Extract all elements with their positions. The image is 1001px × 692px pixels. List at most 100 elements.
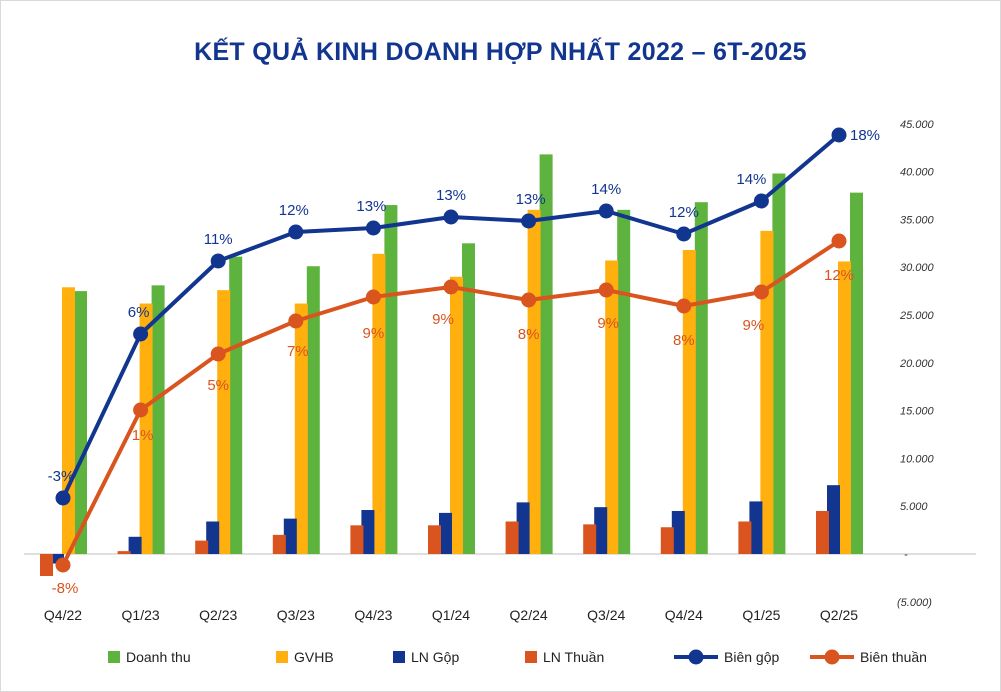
y-tick-label: 10.000 [900,453,935,465]
bar-gvhb [760,230,774,554]
data-label-bien-thuan: -8% [52,580,79,597]
y-tick-label: 5.000 [900,501,928,513]
data-label-bien-thuan: 7% [287,343,309,360]
x-tick-label: Q4/22 [44,607,82,623]
bar-ln-thuần [583,524,597,554]
legend-marker [824,649,840,665]
bar-ln-gộp [827,485,840,554]
data-label-bien-thuan: 9% [432,311,454,328]
marker-bien-gop [443,209,459,225]
bar-ln-thuần [738,521,752,554]
legend-swatch [108,651,120,663]
x-tick-label: Q2/23 [199,607,237,623]
x-tick-label: Q3/23 [277,607,315,623]
data-label-bien-thuan: 9% [597,315,619,332]
legend-swatch [525,651,537,663]
y-tick-label: - [904,549,908,561]
bar-ln-thuần [660,527,674,554]
bar-ln-gộp [516,502,530,554]
data-label-bien-gop: -3% [48,468,75,485]
x-tick-label: Q2/24 [510,607,548,623]
marker-bien-gop [521,213,537,229]
bar-doanh-thu [462,243,475,555]
marker-bien-thuan [365,289,381,305]
marker-bien-gop [133,326,149,342]
data-label-bien-gop: 14% [591,181,621,198]
y-tick-label: 20.000 [899,358,935,370]
bar-doanh-thu [772,173,786,554]
bar-ln-thuần [40,554,53,576]
x-tick-label: Q1/25 [742,607,780,623]
marker-bien-gop [55,490,71,506]
x-tick-label: Q3/24 [587,607,625,623]
marker-bien-gop [210,253,226,269]
data-label-bien-thuan: 12% [824,267,854,284]
bar-ln-gộp [51,554,64,564]
marker-bien-gop [598,203,614,219]
bar-ln-thuần [272,534,286,554]
marker-bien-thuan [831,233,847,249]
marker-bien-thuan [288,313,304,329]
x-tick-label: Q4/24 [665,607,703,623]
bar-gvhb [294,303,308,554]
data-label-bien-thuan: 8% [518,326,540,343]
bar-doanh-thu [850,192,863,554]
marker-bien-thuan [133,402,149,418]
bar-ln-gộp [283,518,297,554]
data-label-bien-thuan: 5% [207,377,229,394]
bar-doanh-thu [229,256,243,554]
bar-ln-thuần [816,510,829,554]
y-tick-label: (5.000) [897,597,932,609]
bar-ln-gộp [128,536,142,554]
y-tick-label: 15.000 [900,406,935,418]
bar-gvhb [605,260,619,554]
bar-ln-gộp [361,510,375,554]
x-tick-label: Q1/23 [122,607,160,623]
bar-ln-thuần [350,525,364,554]
bar-doanh-thu [539,154,553,554]
data-label-bien-thuan: 9% [743,317,765,334]
bar-ln-thuần [505,521,519,554]
marker-bien-gop [676,226,692,242]
data-label-bien-gop: 12% [669,204,699,221]
marker-bien-thuan [55,557,71,573]
marker-bien-thuan [443,279,459,295]
marker-bien-gop [831,127,847,143]
marker-bien-gop [753,193,769,209]
legend-label: LN Thuần [543,649,604,665]
bar-ln-gộp [439,512,452,554]
marker-bien-thuan [753,284,769,300]
legend-marker [688,649,704,665]
y-tick-label: 30.000 [900,262,935,274]
bar-gvhb [838,261,851,554]
bar-gvhb [372,253,386,555]
bar-ln-gộp [749,501,763,554]
data-label-bien-gop: 18% [850,127,880,144]
data-label-bien-gop: 13% [436,187,466,204]
data-label-bien-gop: 14% [736,171,766,188]
x-tick-label: Q4/23 [354,607,392,623]
bar-doanh-thu [74,291,87,554]
data-label-bien-gop: 13% [356,198,386,215]
data-label-bien-thuan: 8% [673,332,695,349]
data-label-bien-thuan: 1% [132,427,154,444]
marker-bien-thuan [676,298,692,314]
bar-ln-thuần [117,551,131,554]
y-tick-label: 45.000 [900,119,935,131]
marker-bien-thuan [521,292,537,308]
x-tick-label: Q2/25 [820,607,858,623]
data-label-bien-gop: 11% [204,231,233,248]
bar-doanh-thu [694,202,708,554]
marker-bien-thuan [598,282,614,298]
bar-gvhb [62,287,75,554]
bar-doanh-thu [151,285,165,554]
legend-swatch [276,651,288,663]
data-label-bien-gop: 13% [516,191,546,208]
bar-gvhb [217,290,231,554]
bar-ln-gộp [671,510,685,554]
data-label-bien-thuan: 9% [363,325,385,342]
bar-gvhb [139,303,153,554]
bar-ln-gộp [594,507,608,554]
bar-doanh-thu [306,266,320,554]
